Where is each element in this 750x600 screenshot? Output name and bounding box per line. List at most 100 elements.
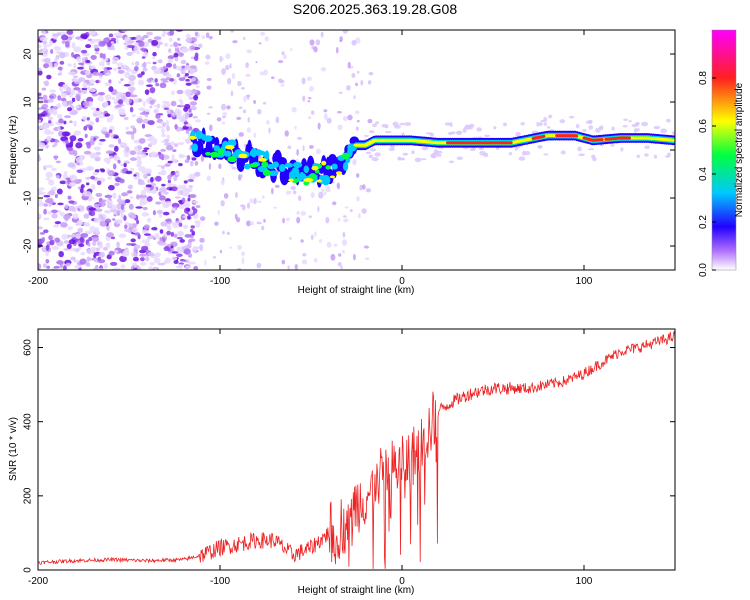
spectrogram-noise-blob [286,217,290,222]
spectrogram-noise-blob [232,40,238,44]
top-x-axis-label: Height of straight line (km) [298,285,415,296]
spectrogram-noise-blob [59,263,63,269]
top-y-tick-label: 10 [23,96,34,108]
spectrogram-noise-blob [186,155,191,161]
colorbar-tick-label: 0.0 [698,263,709,277]
spectrogram-noise-blob [139,257,145,262]
spectrogram-noise-blob [141,62,147,68]
spectrogram-noise-blob [53,57,59,63]
spectrogram-noise-blob [177,189,181,196]
spectrogram-ridge-blob [317,164,322,169]
spectrogram-noise-blob [347,114,353,121]
spectrogram-noise-blob [247,117,250,123]
spectrogram-noise-blob [155,201,162,205]
spectrogram-noise-blob [73,75,79,79]
spectrogram-noise-blob [246,49,252,54]
spectrogram-noise-blob [128,74,136,81]
spectrogram-noise-blob [178,263,183,269]
spectrogram-noise-blob [399,122,406,126]
spectrogram-noise-blob [220,180,225,186]
spectrogram-noise-blob [38,226,43,230]
spectrogram-noise-blob [257,108,262,115]
spectrogram-noise-blob [297,195,302,202]
spectrogram-noise-blob [351,73,356,79]
spectrogram-noise-blob [97,95,104,102]
spectrogram-noise-blob [184,112,190,119]
spectrogram-noise-blob [592,156,597,162]
spectrogram-noise-blob [168,37,173,42]
spectrogram-noise-blob [171,202,180,209]
spectrogram-noise-blob [167,58,174,64]
spectrogram-noise-blob [241,252,245,257]
spectrogram-noise-blob [178,231,183,237]
spectrogram-noise-blob [161,133,166,138]
spectrogram-noise-blob [155,252,161,258]
top-y-axis: -20 -10 0 10 20 [23,48,675,253]
spectrogram-ridge-blob [213,145,220,152]
spectrogram-noise-blob [89,210,96,217]
spectrogram-noise-blob [155,232,160,238]
spectrogram-noise-blob [216,117,222,122]
spectrogram-noise-blob [411,150,415,155]
spectrogram-noise-blob [665,118,671,123]
spectrogram-noise-blob [338,91,343,94]
spectrogram-noise-blob [508,151,513,156]
spectrogram-noise-blob [240,87,245,90]
spectrogram-noise-blob [187,197,191,202]
spectrogram-noise-blob [585,120,593,125]
spectrogram-noise-blob [135,34,143,42]
spectrogram-noise-blob [183,248,191,255]
spectrogram-noise-blob [183,75,187,79]
spectrogram-noise-blob [102,53,106,60]
spectrogram-noise-blob [326,241,332,248]
spectrogram-noise-blob [79,258,87,265]
spectrogram-noise-blob [188,185,193,188]
spectrogram-noise-blob [242,109,247,114]
spectrogram-noise-blob [101,126,108,132]
spectrogram-noise-blob [76,219,84,226]
spectrogram-noise-blob [623,118,628,121]
spectrogram-noise-blob [85,59,91,64]
spectrogram-noise-blob [127,184,133,190]
spectrogram-noise-blob [75,205,81,209]
spectrogram-noise-blob [195,204,201,209]
spectrogram-noise-blob [38,213,42,218]
spectrogram-noise-blob [38,119,42,123]
spectrogram-noise-blob [190,56,195,60]
spectrogram-noise-blob [162,211,170,216]
spectrogram-noise-blob [129,106,134,113]
spectrogram-noise-blob [281,51,285,56]
spectrogram-noise-blob [75,105,80,109]
spectrogram-noise-blob [523,150,531,156]
spectrogram-noise-blob [169,30,175,36]
spectrogram-noise-blob [325,216,330,224]
spectrogram-noise-blob [548,114,553,119]
spectrogram-noise-blob [90,135,94,142]
spectrogram-noise-blob [98,197,103,203]
spectrogram-noise-blob [64,115,71,119]
spectrogram-noise-blob [184,200,189,203]
spectrogram-noise-blob [184,64,191,71]
spectrogram-noise-blob [91,236,100,243]
bottom-y-tick-label: 200 [23,487,34,504]
spectrogram-noise-blob [351,39,357,46]
spectrogram-noise-blob [476,127,482,132]
chart-title: S206.2025.363.19.28.G08 [293,1,457,17]
spectrogram-noise-blob [340,265,343,270]
spectrogram-noise-blob [107,203,114,207]
spectrogram-noise-blob [152,237,157,241]
spectrogram-noise-blob [191,77,196,81]
spectrogram-noise-blob [174,124,178,130]
spectrogram-noise-blob [123,228,132,232]
spectrogram-noise-blob [287,145,292,150]
bottom-x-tick-label: 0 [399,576,405,587]
spectrogram-noise-blob [221,68,226,75]
spectrogram-noise-blob [384,125,389,129]
spectrogram-noise-blob [107,176,112,180]
spectrogram-noise-blob [68,71,76,76]
spectrogram-noise-blob [87,86,91,91]
spectrogram-noise-blob [225,64,230,71]
spectrogram-noise-blob [61,131,70,137]
spectrogram-noise-blob [309,86,314,92]
top-y-axis-label: Frequency (Hz) [8,116,19,185]
